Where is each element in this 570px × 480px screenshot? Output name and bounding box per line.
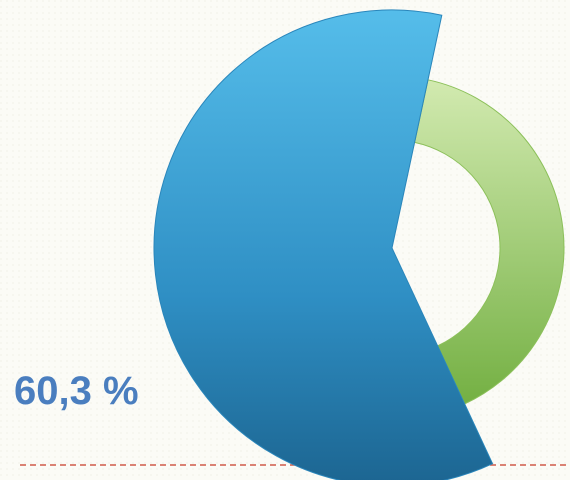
- value-label: 60,3 %: [14, 369, 139, 413]
- pie-slice: [153, 9, 494, 480]
- pie-slice: [414, 79, 565, 405]
